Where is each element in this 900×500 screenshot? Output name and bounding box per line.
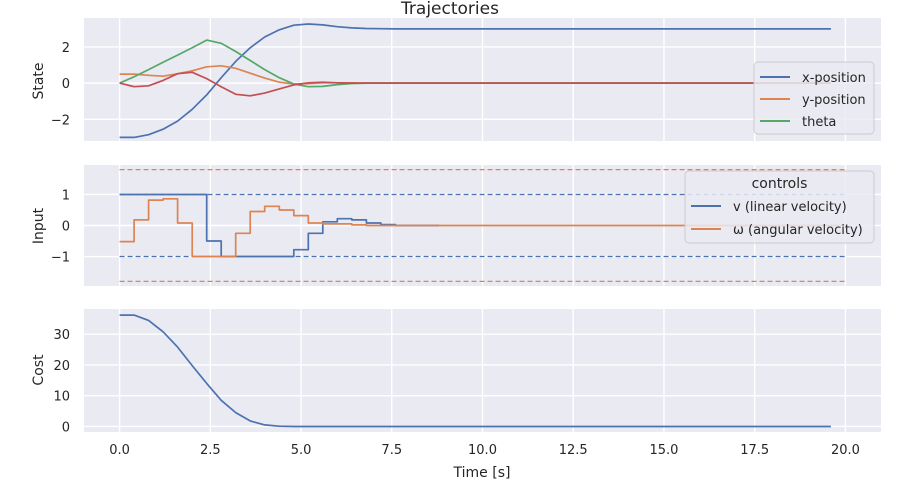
state-legend-label-2: theta — [802, 115, 836, 130]
state-legend-box — [753, 61, 875, 135]
input-legend-label-0: v (linear velocity) — [733, 200, 847, 215]
state-series-3-line — [119, 71, 831, 97]
cost-xtick-7: 17.5 — [740, 443, 769, 458]
state-legend-label-0: x-position — [802, 71, 866, 86]
state-ylabel: State — [31, 62, 47, 99]
cost-ytick-2: 20 — [53, 359, 70, 374]
cost-series-0-line — [119, 314, 831, 428]
cost-panel: 0 10 20 30 0.0 2.5 5.0 7.5 10.0 12.5 15.0 17.5 20.0 — [53, 309, 881, 458]
cost-xtick-6: 15.0 — [649, 443, 678, 458]
cost-ylabel: Cost — [31, 354, 47, 386]
state-ytick-0: 2 — [62, 41, 70, 56]
input-ytick-0: 1 — [62, 188, 70, 203]
state-panel: 2 0 −2 — [51, 18, 881, 141]
input-series-0-line — [119, 193, 439, 258]
cost-xtick-2: 5.0 — [291, 443, 312, 458]
input-series-1-line — [119, 197, 846, 258]
cost-xtick-0: 0.0 — [109, 443, 130, 458]
input-legend-box — [684, 170, 875, 244]
input-legend-label-1: ω (angular velocity) — [733, 223, 863, 238]
state-legend: x-position y-position theta — [753, 61, 875, 135]
cost-xtick-3: 7.5 — [381, 443, 402, 458]
cost-xtick-8: 20.0 — [831, 443, 860, 458]
state-series-0-line — [119, 23, 831, 139]
state-ytick-1: 0 — [62, 77, 70, 92]
cost-xtick-1: 2.5 — [200, 443, 221, 458]
figure-title: Trajectories — [400, 0, 499, 19]
input-ylabel: Input — [31, 207, 47, 244]
cost-xtick-5: 12.5 — [559, 443, 588, 458]
input-legend: controls v (linear velocity) ω (angular ve… — [684, 170, 875, 244]
cost-ytick-0: 0 — [62, 420, 70, 435]
cost-ytick-3: 30 — [53, 328, 70, 343]
input-ytick-1: 0 — [62, 220, 70, 235]
input-legend-title: controls — [752, 176, 808, 192]
time-xlabel: Time [s] — [453, 465, 511, 481]
state-legend-label-1: y-position — [802, 93, 866, 108]
input-ytick-2: −1 — [51, 251, 70, 266]
state-ytick-2: −2 — [51, 113, 70, 128]
cost-xtick-4: 10.0 — [468, 443, 497, 458]
cost-ytick-1: 10 — [53, 390, 70, 405]
